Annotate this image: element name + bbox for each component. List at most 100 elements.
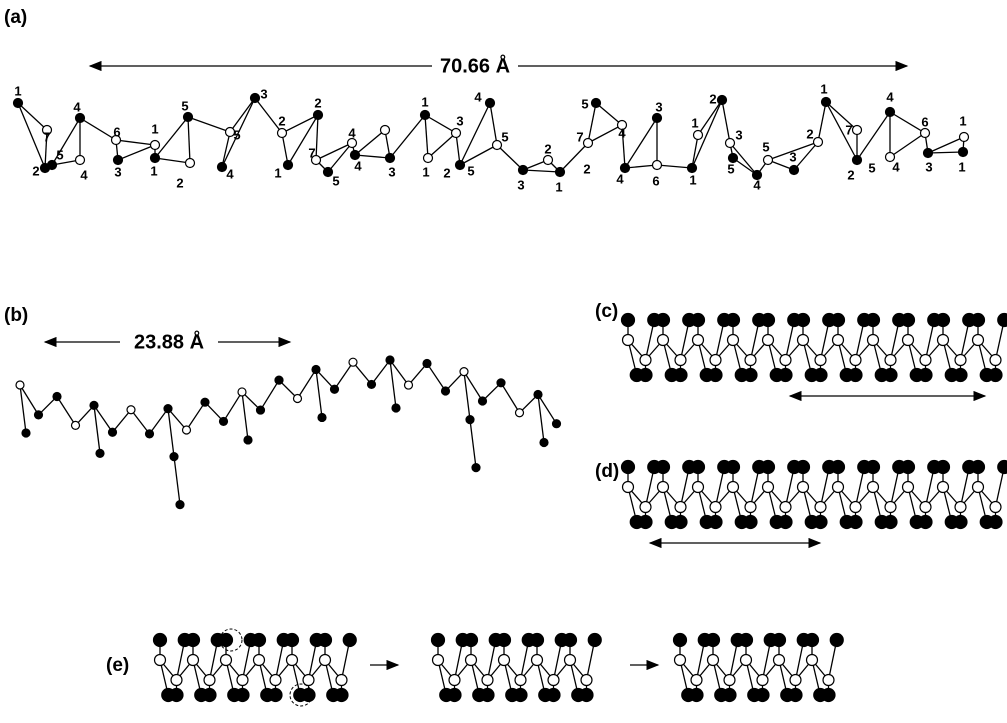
atom [236, 689, 249, 702]
atom [814, 369, 827, 382]
atom [514, 689, 527, 702]
bond [722, 100, 730, 143]
bond [625, 118, 657, 168]
atom [727, 314, 740, 327]
atom [114, 156, 123, 165]
atom-label: 5 [727, 161, 734, 176]
atom [170, 453, 178, 461]
atom-label: 1 [820, 81, 827, 96]
atom [954, 516, 967, 529]
atom [622, 461, 635, 474]
atom-label: 4 [753, 177, 761, 192]
atom [564, 634, 577, 647]
atom-label: 2 [847, 167, 854, 182]
atom [780, 502, 791, 513]
atom [201, 398, 209, 406]
atom [386, 154, 395, 163]
atom [531, 634, 544, 647]
atom [959, 148, 968, 157]
atom [53, 392, 61, 400]
atom [657, 314, 670, 327]
atom-label: 1 [151, 121, 158, 136]
atom [903, 335, 914, 346]
atom-label: 4 [474, 89, 482, 104]
atom [465, 634, 478, 647]
atom [779, 516, 792, 529]
atom [14, 99, 23, 108]
atom [884, 516, 897, 529]
atom [96, 449, 104, 457]
atom [728, 335, 739, 346]
atom-label: 5 [581, 96, 588, 111]
atom [203, 689, 216, 702]
atom [516, 409, 524, 417]
atom [548, 675, 559, 686]
atom [324, 168, 333, 177]
atom [723, 689, 736, 702]
atom [989, 516, 1002, 529]
atom [990, 355, 1001, 366]
atom [278, 129, 287, 138]
bond [470, 420, 476, 468]
atom [867, 314, 880, 327]
atom [220, 634, 233, 647]
atom [432, 634, 445, 647]
bond [80, 118, 116, 140]
atom [318, 413, 326, 421]
atom-label: 2 [443, 165, 450, 180]
atom [692, 314, 705, 327]
atom-label: 1 [14, 83, 21, 98]
atom [658, 335, 669, 346]
atom [320, 655, 331, 666]
bond [174, 457, 180, 505]
atom [849, 516, 862, 529]
atom [540, 439, 548, 447]
atom [336, 675, 347, 686]
atom [955, 355, 966, 366]
atom-label: 2 [314, 95, 321, 110]
atom-label: 1 [958, 159, 965, 174]
atom-label: 4 [80, 167, 88, 182]
atom [146, 430, 154, 438]
atom [885, 355, 896, 366]
bond [18, 103, 45, 168]
atom [726, 139, 735, 148]
atom [72, 421, 80, 429]
atom [774, 655, 785, 666]
atom-label: 3 [789, 149, 796, 164]
bond [928, 152, 963, 153]
atom [763, 335, 774, 346]
atom [764, 156, 773, 165]
atom [850, 355, 861, 366]
atom [674, 516, 687, 529]
atom [973, 335, 984, 346]
atom [709, 369, 722, 382]
atom [724, 675, 735, 686]
atom [853, 126, 862, 135]
atom-label: 3 [517, 177, 524, 192]
atom [903, 482, 914, 493]
atom [708, 655, 719, 666]
atom-label: 4 [886, 89, 894, 104]
atom [886, 108, 895, 117]
atom [832, 314, 845, 327]
atom [757, 675, 768, 686]
atom [693, 482, 704, 493]
atom [90, 401, 98, 409]
atom [151, 141, 160, 150]
bond [155, 117, 188, 158]
atom [284, 161, 293, 170]
atom-label: 2 [583, 161, 590, 176]
bond [818, 102, 826, 142]
atom-label: 1 [422, 164, 429, 179]
atom [885, 502, 896, 513]
atom [479, 397, 487, 405]
atom [741, 655, 752, 666]
atom [392, 404, 400, 412]
atom [349, 358, 357, 366]
atom [924, 149, 933, 158]
atom [707, 634, 720, 647]
atom [498, 634, 511, 647]
bond [523, 170, 560, 172]
bond [657, 165, 692, 168]
